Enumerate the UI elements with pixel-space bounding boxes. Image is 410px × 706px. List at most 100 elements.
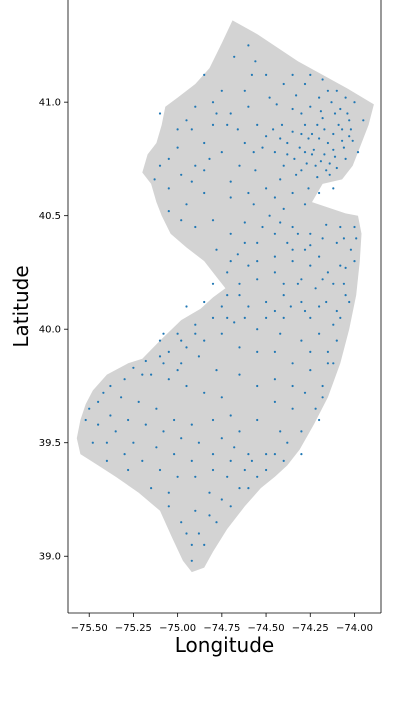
data-point: [314, 287, 317, 290]
data-point: [344, 266, 347, 269]
data-point: [265, 468, 268, 472]
data-point: [351, 139, 354, 142]
data-point: [261, 146, 264, 149]
data-point: [220, 498, 223, 501]
data-point: [282, 316, 285, 319]
data-point: [229, 180, 232, 183]
data-point: [268, 96, 271, 99]
data-point: [273, 400, 276, 403]
data-point: [332, 187, 335, 190]
data-point: [300, 430, 303, 433]
data-point: [215, 112, 218, 115]
data-point: [190, 543, 193, 547]
data-point: [326, 271, 329, 274]
data-point: [243, 316, 246, 319]
data-point: [300, 300, 303, 304]
data-point: [97, 423, 100, 426]
data-point: [307, 137, 310, 140]
data-point: [254, 60, 257, 63]
data-point: [252, 151, 255, 154]
data-point: [316, 176, 319, 179]
data-point: [273, 232, 276, 235]
data-point: [211, 101, 215, 104]
data-point: [303, 82, 307, 86]
data-point: [279, 137, 282, 140]
data-point: [238, 487, 241, 490]
data-point: [353, 225, 356, 229]
data-point: [309, 244, 312, 247]
data-point: [243, 89, 246, 92]
data-point: [303, 151, 307, 154]
data-point: [233, 55, 236, 58]
data-point: [349, 248, 352, 251]
data-point: [211, 123, 215, 126]
data-point: [341, 128, 344, 131]
data-point: [339, 316, 342, 319]
data-point: [279, 178, 282, 181]
data-point: [150, 487, 153, 490]
data-point: [247, 487, 250, 490]
data-point: [185, 203, 188, 206]
data-point: [335, 166, 338, 170]
data-point: [326, 89, 329, 92]
data-point: [190, 128, 193, 131]
data-point: [247, 264, 250, 267]
data-point: [185, 384, 188, 388]
data-point: [180, 339, 183, 342]
data-point: [353, 260, 356, 263]
data-point: [328, 162, 331, 165]
data-point: [215, 369, 218, 372]
data-point: [279, 430, 282, 433]
data-point: [318, 418, 321, 422]
data-point: [330, 101, 333, 104]
x-tick-label: −75.25: [115, 623, 152, 634]
x-tick-label: −74.75: [203, 623, 240, 634]
data-point: [280, 123, 284, 126]
data-point: [296, 282, 299, 285]
data-point: [226, 123, 229, 126]
data-point: [158, 164, 162, 167]
data-point: [238, 294, 241, 297]
data-point: [238, 282, 241, 285]
data-point: [167, 350, 170, 353]
data-point: [180, 437, 183, 440]
data-point: [310, 132, 314, 136]
data-point: [289, 305, 292, 308]
data-point: [150, 373, 153, 376]
data-point: [141, 373, 144, 376]
data-point: [226, 294, 229, 297]
data-point: [173, 418, 176, 422]
data-point: [190, 459, 193, 462]
data-point: [344, 294, 347, 297]
data-point: [144, 359, 147, 363]
x-tick-label: −74.00: [336, 623, 373, 634]
data-point: [162, 362, 165, 365]
data-point: [342, 146, 345, 149]
data-point: [314, 407, 317, 410]
data-point: [279, 221, 282, 224]
data-point: [208, 157, 211, 160]
data-point: [291, 362, 294, 365]
data-point: [132, 366, 135, 369]
data-point: [273, 255, 276, 258]
data-point: [339, 107, 342, 111]
data-point: [247, 44, 250, 47]
data-point: [348, 135, 351, 138]
data-point: [273, 378, 276, 381]
data-point: [229, 260, 232, 263]
data-point: [236, 128, 239, 131]
data-point: [91, 441, 94, 444]
data-point: [194, 509, 197, 512]
data-point: [211, 282, 215, 285]
x-axis-label: Longitude: [175, 633, 274, 657]
data-point: [316, 123, 319, 126]
data-point: [291, 191, 294, 195]
data-point: [335, 89, 338, 92]
y-tick-label: 40.0: [39, 325, 61, 336]
data-point: [291, 107, 294, 111]
data-point: [158, 112, 162, 115]
data-point: [303, 203, 307, 206]
data-point: [348, 119, 351, 122]
data-point: [194, 475, 197, 478]
